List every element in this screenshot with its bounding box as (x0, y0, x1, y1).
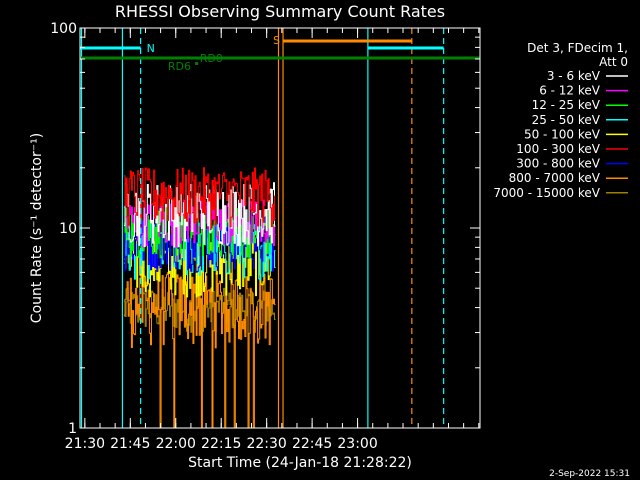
x-axis-label: Start Time (24-Jan-18 21:28:22) (188, 455, 412, 471)
x-tick-label: 22:00 (156, 436, 196, 452)
legend-header: Det 3, FDecim 1, (527, 41, 628, 55)
legend-label: 800 - 7000 keV (509, 171, 601, 185)
series-line-0 (123, 182, 276, 248)
chart-title: RHESSI Observing Summary Count Rates (115, 2, 445, 21)
y-axis-label: Count Rate (s⁻¹ detector⁻¹) (29, 133, 45, 323)
legend-label: 12 - 25 keV (532, 98, 601, 112)
legend-label: 50 - 100 keV (524, 127, 601, 141)
legend-label: 25 - 50 keV (532, 113, 601, 127)
night-flag-label: N (147, 42, 155, 55)
saa-flag-label: S (273, 34, 280, 47)
legend-label: 6 - 12 keV (539, 84, 601, 98)
y-tick-label: 1 (68, 421, 77, 437)
x-tick-label: 22:15 (201, 436, 241, 452)
x-tick-label: 22:30 (246, 436, 286, 452)
series-line-5 (123, 167, 276, 229)
rd0-flag-label: RD0 (200, 52, 223, 65)
y-tick-label: 10 (59, 221, 77, 237)
legend-label: 300 - 800 keV (516, 157, 600, 171)
series-line-7 (123, 272, 276, 429)
y-tick-label: 100 (50, 21, 77, 37)
legend-header: Att 0 (599, 55, 628, 69)
overlay-layer: N S RD0 RD6 (80, 28, 480, 428)
rd6-marker (195, 62, 199, 65)
axis-ticks: 21:30 21:45 22:00 22:15 22:30 22:45 23:00 1 10 10… (50, 21, 480, 452)
legend-label: 3 - 6 keV (547, 69, 601, 83)
x-tick-label: 22:45 (292, 436, 332, 452)
x-tick-label: 21:30 (65, 436, 105, 452)
x-tick-label: 21:45 (110, 436, 150, 452)
rd6-flag-label: RD6 (168, 60, 191, 73)
legend-label: 7000 - 15000 keV (493, 186, 600, 200)
timestamp: 2-Sep-2022 15:31 (549, 469, 630, 479)
data-layer (123, 167, 276, 429)
legend-label: 100 - 300 keV (516, 142, 600, 156)
series-line-2 (123, 204, 276, 259)
x-tick-label: 23:00 (337, 436, 377, 452)
